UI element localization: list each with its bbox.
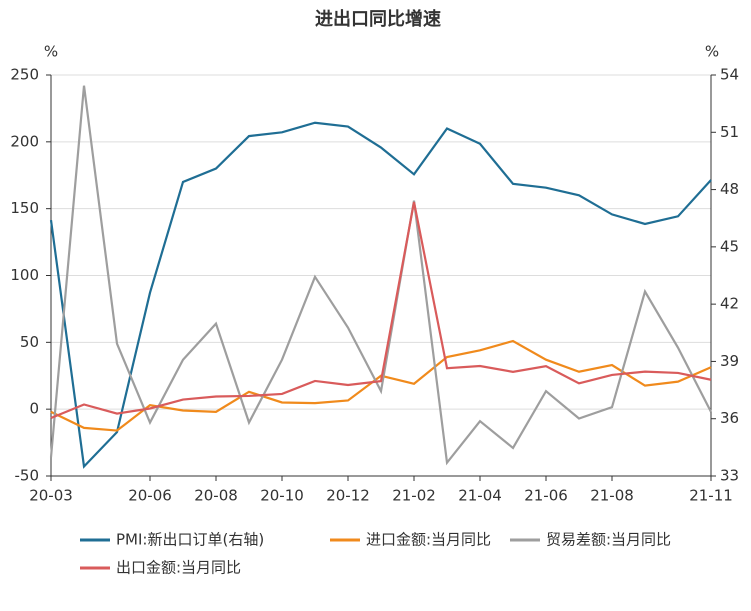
y2-tick-label: 48 xyxy=(720,180,739,198)
y2-tick-label: 51 xyxy=(720,123,739,141)
y2-tick-label: 42 xyxy=(720,295,739,313)
y2-axis-label: % xyxy=(705,43,719,61)
y-tick-label: 0 xyxy=(29,400,39,418)
series-line xyxy=(50,201,712,420)
series-line xyxy=(49,85,712,466)
x-tick-label: 20-10 xyxy=(260,487,304,505)
x-tick-label: 20-12 xyxy=(326,487,370,505)
y-tick-label: -50 xyxy=(15,467,40,485)
legend-label: 贸易差额:当月同比 xyxy=(546,531,671,549)
y-tick-label: 50 xyxy=(20,333,39,351)
x-tick-label: 21-02 xyxy=(392,487,436,505)
y-axis-label: % xyxy=(44,43,58,61)
y-tick-label: 150 xyxy=(10,199,39,217)
x-tick-label: 20-03 xyxy=(29,487,73,505)
y-tick-label: 250 xyxy=(10,66,39,84)
y-tick-label: 200 xyxy=(10,132,39,150)
x-tick-label: 21-04 xyxy=(458,487,502,505)
legend-label: 出口金额:当月同比 xyxy=(116,559,241,577)
legend-label: PMI:新出口订单(右轴) xyxy=(116,531,264,549)
x-tick-label: 21-11 xyxy=(689,487,733,505)
x-tick-label: 20-06 xyxy=(128,487,172,505)
y2-tick-label: 33 xyxy=(720,467,739,485)
x-tick-label: 20-08 xyxy=(194,487,238,505)
series-line xyxy=(49,121,712,469)
x-tick-label: 21-06 xyxy=(524,487,568,505)
y2-tick-label: 45 xyxy=(720,237,739,255)
y2-tick-label: 36 xyxy=(720,409,739,427)
y-tick-label: 100 xyxy=(10,266,39,284)
y2-tick-label: 54 xyxy=(720,66,739,84)
y2-tick-label: 39 xyxy=(720,352,739,370)
chart-title: 进出口同比增速 xyxy=(315,8,441,30)
x-tick-label: 21-08 xyxy=(590,487,634,505)
legend-label: 进口金额:当月同比 xyxy=(366,531,491,549)
